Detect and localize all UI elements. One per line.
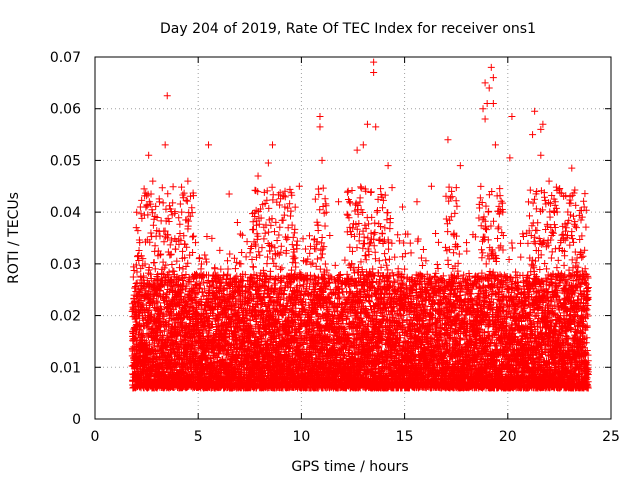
data-point xyxy=(132,261,140,269)
data-point xyxy=(137,210,145,218)
grid xyxy=(95,57,611,419)
data-point xyxy=(145,287,153,295)
data-point xyxy=(143,276,151,284)
data-point xyxy=(151,242,159,250)
data-point xyxy=(140,185,148,193)
data-point xyxy=(143,192,151,200)
data-point xyxy=(153,297,161,305)
data-point xyxy=(129,273,137,281)
data-point xyxy=(130,266,138,274)
data-point xyxy=(152,202,160,210)
data-point xyxy=(134,253,142,261)
data-point xyxy=(134,331,142,339)
data-point xyxy=(132,279,140,287)
data-point xyxy=(143,202,151,210)
data-point xyxy=(133,208,141,216)
data-point xyxy=(144,211,152,219)
data-point xyxy=(146,238,154,246)
data-point xyxy=(150,259,158,267)
data-point xyxy=(139,255,147,263)
data-point xyxy=(139,300,147,308)
data-point xyxy=(148,206,156,214)
data-point xyxy=(132,283,140,291)
data-point xyxy=(135,247,143,255)
data-point xyxy=(147,190,155,198)
data-point xyxy=(147,274,155,282)
data-point xyxy=(151,265,159,273)
data-point xyxy=(136,319,144,327)
data-point xyxy=(146,270,154,278)
data-point xyxy=(138,196,146,204)
data-point xyxy=(153,291,161,299)
data-point xyxy=(145,340,153,348)
data-point xyxy=(149,221,157,229)
data-point xyxy=(136,326,144,334)
data-point xyxy=(153,214,161,222)
data-point xyxy=(136,239,144,247)
data-point xyxy=(134,227,142,235)
data-point xyxy=(149,209,157,217)
data-point xyxy=(145,306,153,314)
data-points xyxy=(128,58,592,392)
data-point xyxy=(133,268,141,276)
data-point xyxy=(138,301,146,309)
data-point xyxy=(140,272,148,280)
data-point xyxy=(147,200,155,208)
data-point xyxy=(141,260,149,268)
data-point xyxy=(137,296,145,304)
data-point xyxy=(145,264,153,272)
data-point xyxy=(147,229,155,237)
data-point xyxy=(135,257,143,265)
